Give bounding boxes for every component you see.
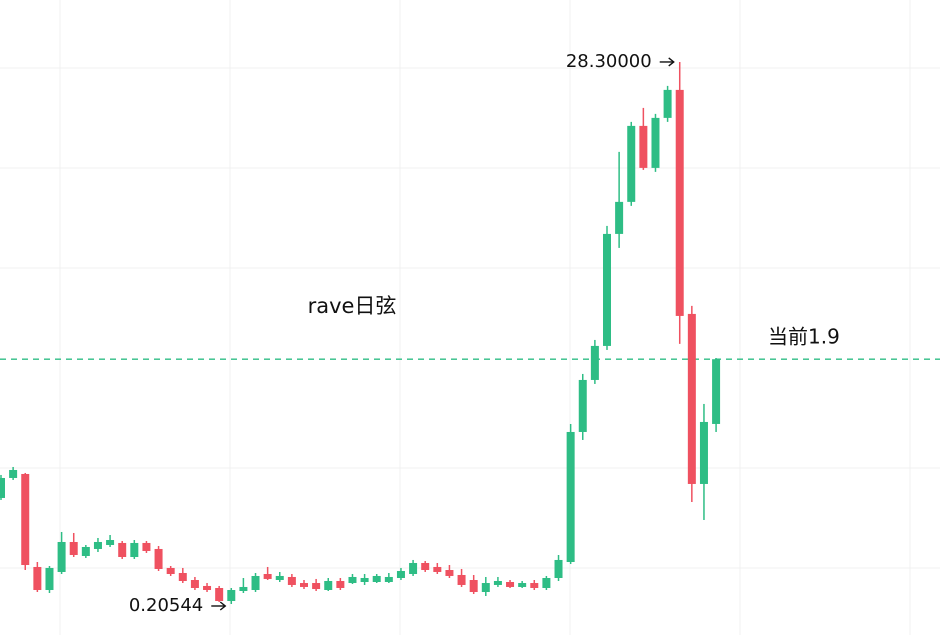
annotation-arrow-head <box>219 601 227 611</box>
candle-body <box>118 542 127 557</box>
candle-body <box>651 117 660 168</box>
candle-body <box>45 567 54 591</box>
candle-body <box>590 345 599 380</box>
candle-body <box>166 567 175 575</box>
candle-body <box>627 125 636 202</box>
candle-body <box>360 577 369 582</box>
candle-body <box>239 586 248 591</box>
current-price-label: 当前1.9 <box>768 325 840 349</box>
candle-body <box>227 590 236 602</box>
candle-body <box>106 539 115 545</box>
candle-body <box>154 548 163 569</box>
candle-body <box>215 587 224 602</box>
candle-body <box>300 583 308 587</box>
candle-body <box>312 583 321 590</box>
candle-body <box>603 233 611 346</box>
candle-body <box>275 575 284 580</box>
candle-body <box>675 89 684 316</box>
candle-body <box>178 572 187 581</box>
candle-body <box>542 577 551 588</box>
candle-body <box>481 583 490 593</box>
candle-body <box>130 542 139 557</box>
candle-body <box>190 579 199 588</box>
candle-body <box>663 89 672 118</box>
candle-body <box>69 541 78 555</box>
candle-body <box>566 431 575 563</box>
annotation-label: 0.20544 <box>129 595 203 616</box>
candle-body <box>57 541 66 572</box>
candle-body <box>639 125 648 168</box>
candle-body <box>348 576 357 584</box>
candle-body <box>445 570 454 576</box>
candle-body <box>384 576 393 582</box>
candle-body <box>287 576 296 585</box>
candle-body <box>687 313 696 484</box>
candle-body <box>142 542 151 551</box>
candle-body <box>396 570 405 578</box>
candle-body <box>457 574 466 585</box>
candle-body <box>336 580 345 588</box>
candle-body <box>530 583 539 588</box>
candle-body <box>578 379 587 432</box>
candle-body <box>433 566 442 572</box>
candle-body <box>0 477 5 498</box>
candle-body <box>251 575 260 591</box>
chart-title: rave日弦 <box>308 294 397 318</box>
candle-body <box>712 359 721 424</box>
candle-body <box>518 583 527 587</box>
candle-body <box>33 566 42 591</box>
annotation-label: 28.30000 <box>566 51 652 72</box>
candle-body <box>93 541 102 549</box>
candle-body <box>9 469 18 478</box>
candle-body <box>615 201 624 234</box>
candle-body <box>324 580 333 591</box>
candle-body <box>469 579 478 593</box>
annotation-arrow-head <box>668 57 675 67</box>
candle-body <box>409 562 418 575</box>
candle-body <box>263 574 272 579</box>
candle-body <box>372 575 381 582</box>
candle-body <box>81 546 90 556</box>
candle-body <box>421 562 430 571</box>
candle-body <box>493 580 502 585</box>
candle-body <box>506 581 515 587</box>
candle-body <box>21 473 30 566</box>
candle-body <box>699 421 708 484</box>
candle-body <box>203 585 212 591</box>
candle-body <box>554 559 563 578</box>
